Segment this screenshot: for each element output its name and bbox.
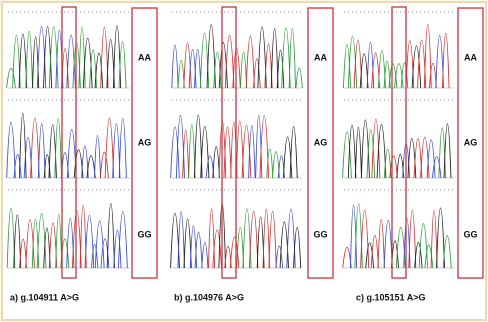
genotype-label: AA (464, 52, 477, 62)
frame (2, 2, 486, 320)
genotype-label: AG (314, 137, 328, 147)
panel-caption: c) g.105151 A>G (356, 292, 425, 302)
page: {"panels": [ {"caption": "a) g.104911 A>… (0, 0, 488, 322)
genotype-label: AG (464, 137, 478, 147)
genotype-label: AA (138, 52, 151, 62)
panel-caption: b) g.104976 A>G (174, 292, 244, 302)
panel-caption: a) g.104911 A>G (10, 292, 79, 302)
genotype-label: GG (313, 229, 327, 239)
genotype-label: AG (138, 137, 152, 147)
genotype-label: GG (463, 229, 477, 239)
genotype-label: GG (137, 229, 151, 239)
genotype-label: AA (314, 52, 327, 62)
figure: AA AG GG a) g.104911 A>G AA AG GG b) g.104976 A… (0, 0, 488, 322)
